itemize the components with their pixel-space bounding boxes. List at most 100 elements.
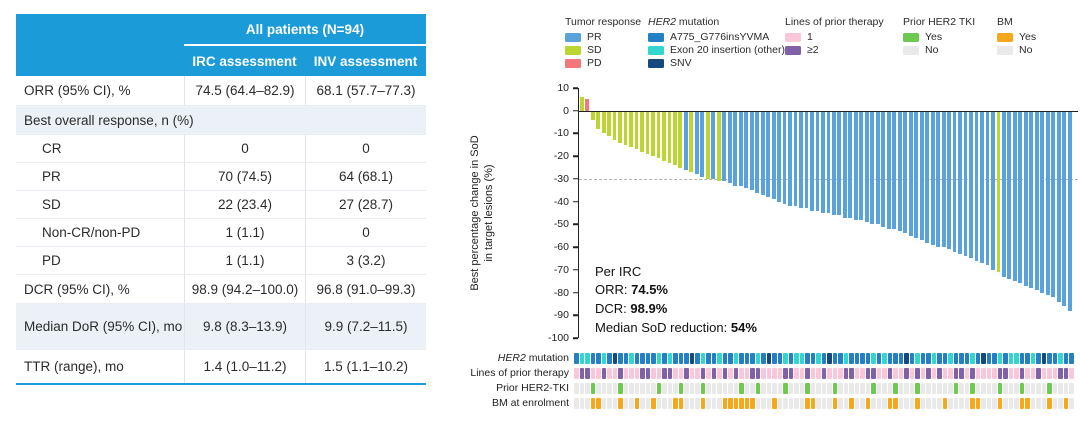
track-cell <box>854 382 859 394</box>
track-cell <box>739 352 744 364</box>
track-cell <box>843 352 848 364</box>
track-cell <box>1003 352 1008 364</box>
track-cell <box>794 367 799 379</box>
track-cell <box>898 397 903 409</box>
track-cell <box>865 352 870 364</box>
inv-value: 3 (3.2) <box>305 247 426 274</box>
legend-tumor-response: Tumor response PR SD PD <box>565 16 641 70</box>
track-cell <box>651 382 656 394</box>
y-tick-mark <box>573 269 578 271</box>
track-cell <box>574 367 579 379</box>
waterfall-bar <box>766 110 771 198</box>
track-cell <box>601 382 606 394</box>
waterfall-bar <box>777 110 781 202</box>
track-prior-therapy-lines: Lines of prior therapy <box>440 367 1080 379</box>
track-cell <box>755 382 760 394</box>
table-header-irc: IRC assessment <box>192 53 297 69</box>
legend-bm: BM Yes No <box>997 16 1036 57</box>
table-header-group: All patients (N=94) <box>184 14 426 46</box>
inv-value: 96.8 (91.0–99.3) <box>305 275 426 303</box>
track-cell <box>623 397 628 409</box>
track-cell <box>579 382 584 394</box>
track-cell <box>964 382 969 394</box>
track-cell <box>887 382 892 394</box>
track-cell <box>981 352 986 364</box>
track-cell <box>673 397 678 409</box>
waterfall-bar <box>601 110 606 134</box>
waterfall-bar <box>579 97 584 111</box>
track-cell <box>843 367 848 379</box>
track-cell <box>904 367 909 379</box>
track-cell <box>678 352 683 364</box>
waterfall-bar <box>881 110 886 227</box>
track-cell <box>766 367 771 379</box>
track-cell <box>1014 352 1019 364</box>
track-cell <box>640 397 645 409</box>
track-cell <box>684 397 689 409</box>
track-cell <box>607 397 612 409</box>
track-cell <box>975 382 980 394</box>
irc-value: 9.8 (8.3–13.9) <box>184 304 305 349</box>
track-cell <box>898 352 903 364</box>
track-cell <box>860 397 865 409</box>
track-cell <box>887 397 892 409</box>
track-cell <box>623 382 628 394</box>
track-cell <box>1058 367 1063 379</box>
track-cell <box>937 397 942 409</box>
line1-swatch-icon <box>785 32 801 42</box>
legend-label: A775_G776insYVMA <box>670 31 770 43</box>
waterfall-bar <box>914 110 919 238</box>
track-cell <box>876 382 881 394</box>
track-cell <box>717 397 722 409</box>
track-cell <box>612 352 617 364</box>
waterfall-bar <box>853 110 858 220</box>
track-cell <box>574 397 579 409</box>
waterfall-bar <box>1040 110 1045 293</box>
track-cell <box>805 352 810 364</box>
legend-title: HER2 mutation <box>648 16 720 28</box>
waterfall-bar <box>969 110 973 259</box>
track-cell <box>931 367 936 379</box>
table-row: SD 22 (23.4) 27 (28.7) <box>16 190 426 218</box>
waterfall-bar <box>662 110 666 161</box>
track-cell <box>1003 397 1008 409</box>
track-cell <box>761 367 766 379</box>
track-cell <box>612 367 617 379</box>
waterfall-bar <box>810 110 814 211</box>
waterfall-bar <box>667 110 672 163</box>
legend-label: ≥2 <box>807 44 819 56</box>
track-cell <box>931 352 936 364</box>
track-cell <box>948 382 953 394</box>
track-cell <box>810 382 815 394</box>
track-cell <box>937 367 942 379</box>
track-cell <box>711 382 716 394</box>
track-cell <box>684 352 689 364</box>
waterfall-bar <box>782 110 787 204</box>
track-cell <box>893 367 898 379</box>
legend-label: PD <box>587 57 602 69</box>
y-tick-mark <box>573 200 578 203</box>
y-tick-label: -100 <box>547 332 569 344</box>
track-cell <box>700 382 705 394</box>
track-cell <box>722 397 727 409</box>
track-cell <box>695 367 700 379</box>
track-cell <box>1063 397 1068 409</box>
waterfall-bar <box>892 110 897 229</box>
track-cell <box>656 382 661 394</box>
track-cell <box>942 352 947 364</box>
track-cell <box>640 352 645 364</box>
waterfall-bar <box>980 110 984 263</box>
table-row: CR 0 0 <box>16 134 426 162</box>
track-cell <box>904 382 909 394</box>
track-cell <box>629 352 634 364</box>
waterfall-bar <box>826 110 831 213</box>
track-cell <box>739 367 744 379</box>
track-cell <box>783 382 788 394</box>
track-cell <box>1047 367 1052 379</box>
track-cell <box>1052 382 1057 394</box>
track-cell <box>838 352 843 364</box>
track-cell <box>1047 382 1052 394</box>
waterfall-bar <box>623 110 628 145</box>
track-cell <box>766 382 771 394</box>
